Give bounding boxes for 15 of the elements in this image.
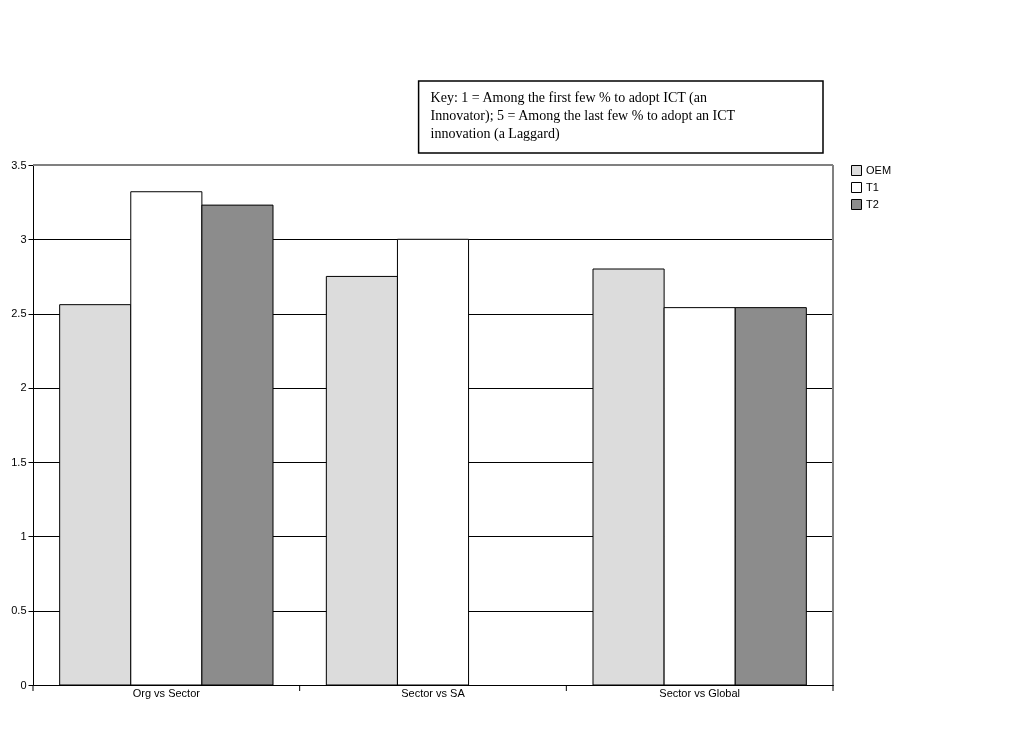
y-tick-label: 2 bbox=[20, 381, 27, 394]
x-tick-label: Sector vs SA bbox=[401, 686, 466, 699]
legend-label: OEM bbox=[866, 163, 892, 176]
y-tick-label: 3.5 bbox=[11, 158, 27, 171]
x-tick-label: Sector vs Global bbox=[659, 686, 741, 699]
x-tick-label: Org vs Sector bbox=[132, 686, 201, 699]
legend-label: T2 bbox=[866, 197, 879, 210]
y-tick-label: 0 bbox=[20, 678, 27, 691]
text: Key: 1 = Among the first few % to adopt ICT (an Innovator); 5 = Among the last few % to adopt an ICT innovation (a Laggard) bbox=[430, 90, 736, 142]
legend-label: T1 bbox=[866, 180, 879, 193]
y-tick-label: 1.5 bbox=[11, 455, 27, 468]
y-tick-label: 2.5 bbox=[11, 307, 27, 320]
y-tick-label: 1 bbox=[20, 529, 27, 542]
y-tick-label: 3 bbox=[20, 232, 27, 245]
y-tick-label: 0.5 bbox=[11, 604, 27, 617]
